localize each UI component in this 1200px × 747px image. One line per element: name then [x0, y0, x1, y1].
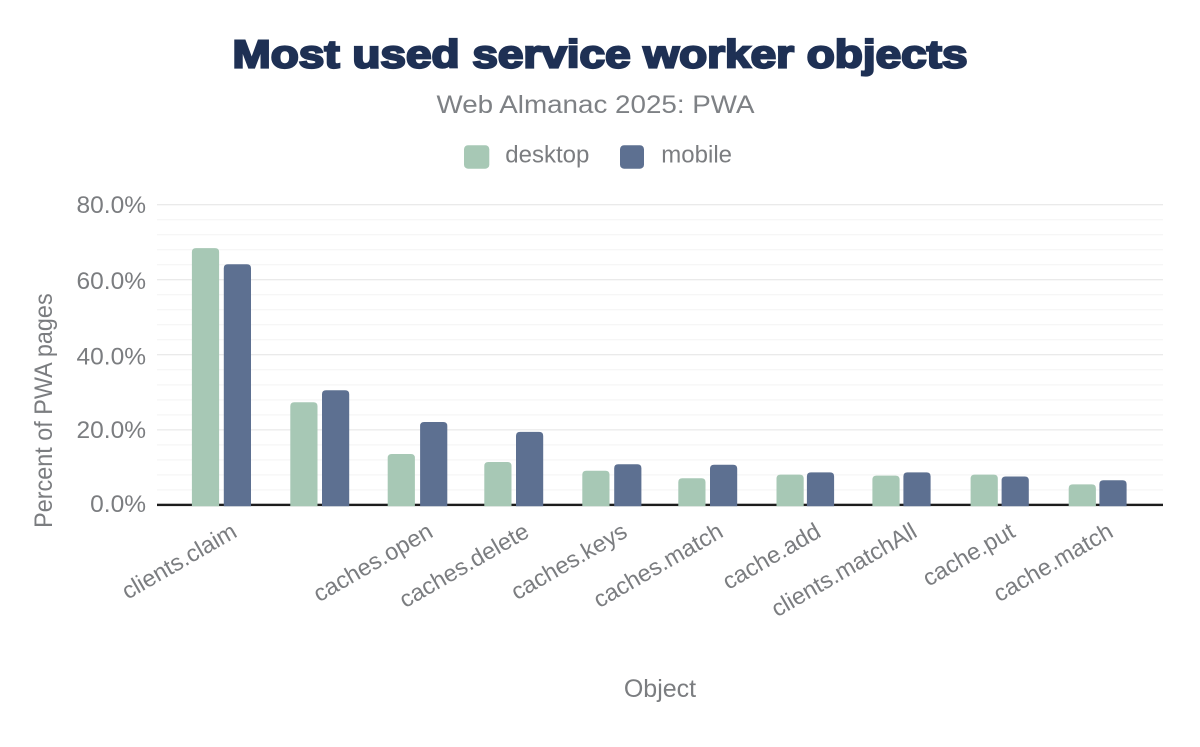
svg-text:Most used service worker objec: Most used service worker objects: [233, 34, 968, 77]
svg-text:desktop: desktop: [505, 142, 589, 169]
svg-text:mobile: mobile: [661, 142, 732, 169]
svg-text:60.0%: 60.0%: [77, 268, 146, 295]
svg-text:Web Almanac 2025: PWA: Web Almanac 2025: PWA: [437, 91, 755, 119]
svg-text:Object: Object: [624, 675, 696, 703]
svg-text:80.0%: 80.0%: [77, 192, 146, 219]
svg-text:Percent of PWA pages: Percent of PWA pages: [30, 293, 58, 527]
svg-text:20.0%: 20.0%: [77, 417, 146, 444]
svg-text:40.0%: 40.0%: [77, 343, 146, 370]
svg-text:0.0%: 0.0%: [90, 491, 146, 518]
